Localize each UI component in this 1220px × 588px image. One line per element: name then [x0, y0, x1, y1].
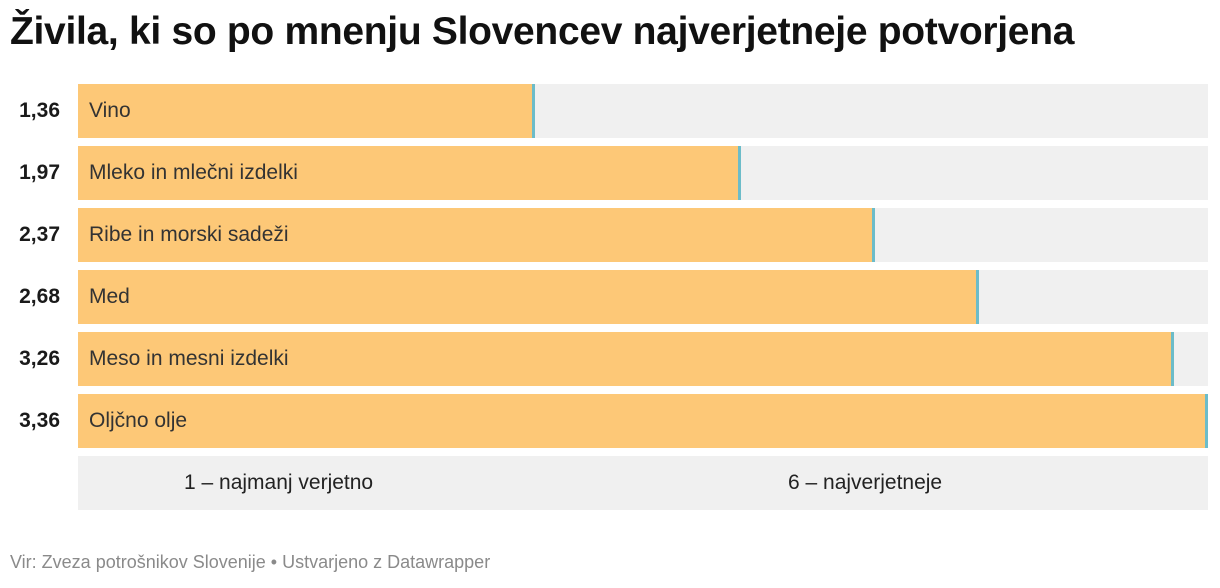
bar-category-label: Ribe in morski sadeži — [89, 223, 289, 246]
bar-row: 2,68 Med — [0, 270, 1220, 324]
bar-track: Meso in mesni izdelki — [78, 332, 1208, 386]
bar-value-label: 2,37 — [19, 223, 60, 246]
bar-category-label: Mleko in mlečni izdelki — [89, 161, 298, 184]
bar-track: Vino — [78, 84, 1208, 138]
bar-value-label: 2,68 — [19, 285, 60, 308]
bar-end-marker — [738, 146, 741, 200]
bar-row: 2,37 Ribe in morski sadeži — [0, 208, 1220, 262]
bar-chart: 1,36 Vino 1,97 Mleko in mlečni izdelki 2,37 R… — [0, 84, 1220, 464]
bar-track: Mleko in mlečni izdelki — [78, 146, 1208, 200]
source-footer: Vir: Zveza potrošnikov Slovenije • Ustva… — [10, 552, 491, 572]
bar-end-marker — [532, 84, 535, 138]
bar-row: 1,36 Vino — [0, 84, 1220, 138]
bar-category-label: Oljčno olje — [89, 409, 188, 432]
bar-row: 3,26 Meso in mesni izdelki — [0, 332, 1220, 386]
bar-end-marker — [872, 208, 875, 262]
bar-end-marker — [976, 270, 979, 324]
bar-category-label: Meso in mesni izdelki — [89, 347, 289, 370]
bar — [78, 84, 535, 138]
bar — [78, 208, 875, 262]
bar-category-label: Vino — [89, 99, 131, 122]
legend-min-label: 1 – najmanj verjetno — [184, 471, 374, 494]
bar-track: Oljčno olje — [78, 394, 1208, 448]
bar-category-label: Med — [89, 285, 130, 308]
bar — [78, 270, 979, 324]
bar-track: Med — [78, 270, 1208, 324]
bar-value-label: 3,26 — [19, 347, 60, 370]
bar-end-marker — [1171, 332, 1174, 386]
bar-value-label: 1,97 — [19, 161, 60, 184]
bar — [78, 332, 1174, 386]
bar-value-label: 1,36 — [19, 99, 60, 122]
legend-max-label: 6 – najverjetneje — [788, 471, 943, 494]
bar — [78, 146, 741, 200]
chart-title: Živila, ki so po mnenju Slovencev najver… — [10, 10, 1075, 53]
bar-end-marker — [1205, 394, 1208, 448]
bar-row: 1,97 Mleko in mlečni izdelki — [0, 146, 1220, 200]
bar-track: Ribe in morski sadeži — [78, 208, 1208, 262]
bar — [78, 394, 1208, 448]
bar-row: 3,36 Oljčno olje — [0, 394, 1220, 448]
scale-legend: 1 – najmanj verjetno 6 – najverjetneje — [78, 456, 1208, 510]
bar-value-label: 3,36 — [19, 409, 60, 432]
